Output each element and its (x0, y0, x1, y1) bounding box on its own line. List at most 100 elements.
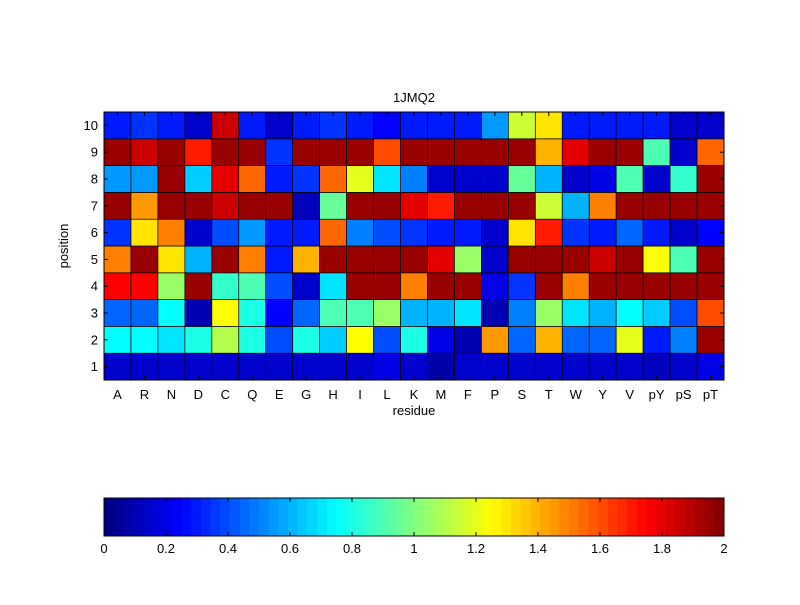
heatmap-cell-N-5 (157, 245, 186, 274)
heatmap-cell-R-6 (130, 218, 159, 247)
heatmap-cell-D-10 (184, 111, 213, 140)
heatmap-cell-C-1 (211, 352, 240, 381)
heatmap-cell-V-2 (615, 326, 644, 354)
colorbar-band (433, 498, 444, 536)
heatmap-cell-H-8 (319, 165, 347, 193)
heatmap-cell-C-6 (211, 218, 240, 247)
x-tick-label-Q: Q (247, 387, 257, 402)
heatmap-cell-K-4 (400, 272, 428, 300)
heatmap-cell-E-6 (265, 218, 294, 247)
x-tick-label-D: D (194, 387, 203, 402)
x-tick-label-G: G (301, 387, 311, 402)
heatmap-cell-L-10 (373, 111, 401, 140)
colorbar-band (249, 498, 260, 536)
heatmap-cell-F-10 (454, 111, 482, 140)
heatmap-cell-S-1 (508, 352, 536, 381)
heatmap-cell-E-8 (265, 165, 294, 193)
colorbar-band (646, 498, 657, 536)
heatmap-cell-pS-3 (669, 299, 698, 327)
x-tick-label-W: W (570, 387, 583, 402)
heatmap-cell-G-7 (292, 192, 321, 220)
heatmap-cell-P-1 (481, 352, 509, 381)
colorbar-tick-label: 1.4 (529, 541, 547, 556)
heatmap-cell-R-7 (130, 192, 159, 220)
heatmap-cell-Y-5 (588, 245, 617, 274)
heatmap-cell-R-5 (130, 245, 159, 274)
heatmap-cell-W-1 (561, 352, 590, 381)
heatmap-cell-R-4 (130, 272, 159, 300)
heatmap-cell-C-8 (211, 165, 240, 193)
colorbar-band (104, 498, 115, 536)
colorbar-band (336, 498, 347, 536)
x-tick-label-F: F (464, 387, 472, 402)
heatmap-cell-R-10 (130, 111, 159, 140)
colorbar-band (656, 498, 667, 536)
heatmap-cell-T-9 (534, 138, 563, 166)
y-tick-label-8: 8 (91, 172, 98, 187)
heatmap-cell-M-1 (427, 352, 455, 381)
heatmap-cell-S-5 (508, 245, 536, 274)
heatmap-cell-H-1 (319, 352, 347, 381)
heatmap-cell-I-9 (346, 138, 374, 166)
heatmap-cell-A-5 (103, 245, 132, 274)
heatmap-cell-T-8 (534, 165, 563, 193)
colorbar-band (191, 498, 202, 536)
heatmap-cell-L-4 (373, 272, 401, 300)
heatmap-cell-A-2 (103, 326, 132, 354)
heatmap-cell-W-6 (561, 218, 590, 247)
colorbar-tick-label: 0.6 (281, 541, 299, 556)
heatmap-cell-W-2 (561, 326, 590, 354)
heatmap-cell-E-2 (265, 326, 294, 354)
colorbar-band (171, 498, 182, 536)
heatmap-cell-pT-4 (696, 272, 725, 300)
colorbar-band (520, 498, 531, 536)
heatmap-cell-D-4 (184, 272, 213, 300)
colorbar: 0 0.2 0.4 0.6 0.8 1 1.2 1.4 1.6 1.8 2 (100, 497, 728, 556)
heatmap-cell-N-4 (157, 272, 186, 300)
heatmap-cell-pY-4 (642, 272, 671, 300)
colorbar-band (133, 498, 144, 536)
heatmap-cell-Q-4 (238, 272, 267, 300)
heatmap-cell-M-3 (427, 299, 455, 327)
colorbar-band (481, 498, 492, 536)
heatmap-cell-A-7 (103, 192, 132, 220)
colorbar-band (588, 498, 599, 536)
heatmap-cell-pY-5 (642, 245, 671, 274)
colorbar-band (598, 498, 609, 536)
y-tick-label-7: 7 (91, 198, 98, 213)
colorbar-band (704, 498, 715, 536)
heatmap-cell-E-5 (265, 245, 294, 274)
colorbar-band (229, 498, 241, 536)
heatmap-cell-Y-7 (588, 192, 617, 220)
heatmap-cell-K-7 (400, 192, 428, 220)
colorbar-band (181, 498, 192, 536)
heatmap-cell-I-1 (346, 352, 374, 381)
heatmap-cell-Q-10 (238, 111, 267, 140)
x-tick-label-M: M (436, 387, 447, 402)
x-tick-label-R: R (140, 387, 149, 402)
heatmap-cell-Q-7 (238, 192, 267, 220)
heatmap-cell-G-3 (292, 299, 321, 327)
heatmap-cell-P-7 (481, 192, 509, 220)
heatmap-cell-P-8 (481, 165, 509, 193)
heatmap-cell-M-8 (427, 165, 455, 193)
heatmap-cell-Q-5 (238, 245, 267, 274)
colorbar-tick-label: 0 (100, 541, 107, 556)
colorbar-band (549, 498, 560, 536)
colorbar-band (210, 498, 221, 536)
heatmap-cell-V-8 (615, 165, 644, 193)
heatmap-cell-I-6 (346, 218, 374, 247)
heatmap-cell-Q-1 (238, 352, 267, 381)
heatmap-cell-W-7 (561, 192, 590, 220)
heatmap-cell-F-1 (454, 352, 482, 381)
heatmap-cell-W-3 (561, 299, 590, 327)
y-tick-label-9: 9 (91, 145, 98, 160)
heatmap-cell-T-2 (534, 326, 563, 354)
colorbar-band (685, 498, 696, 536)
heatmap-cell-L-1 (373, 352, 401, 381)
heatmap-cell-Q-8 (238, 165, 267, 193)
heatmap-cell-pT-7 (696, 192, 725, 220)
heatmap-cell-N-8 (157, 165, 186, 193)
